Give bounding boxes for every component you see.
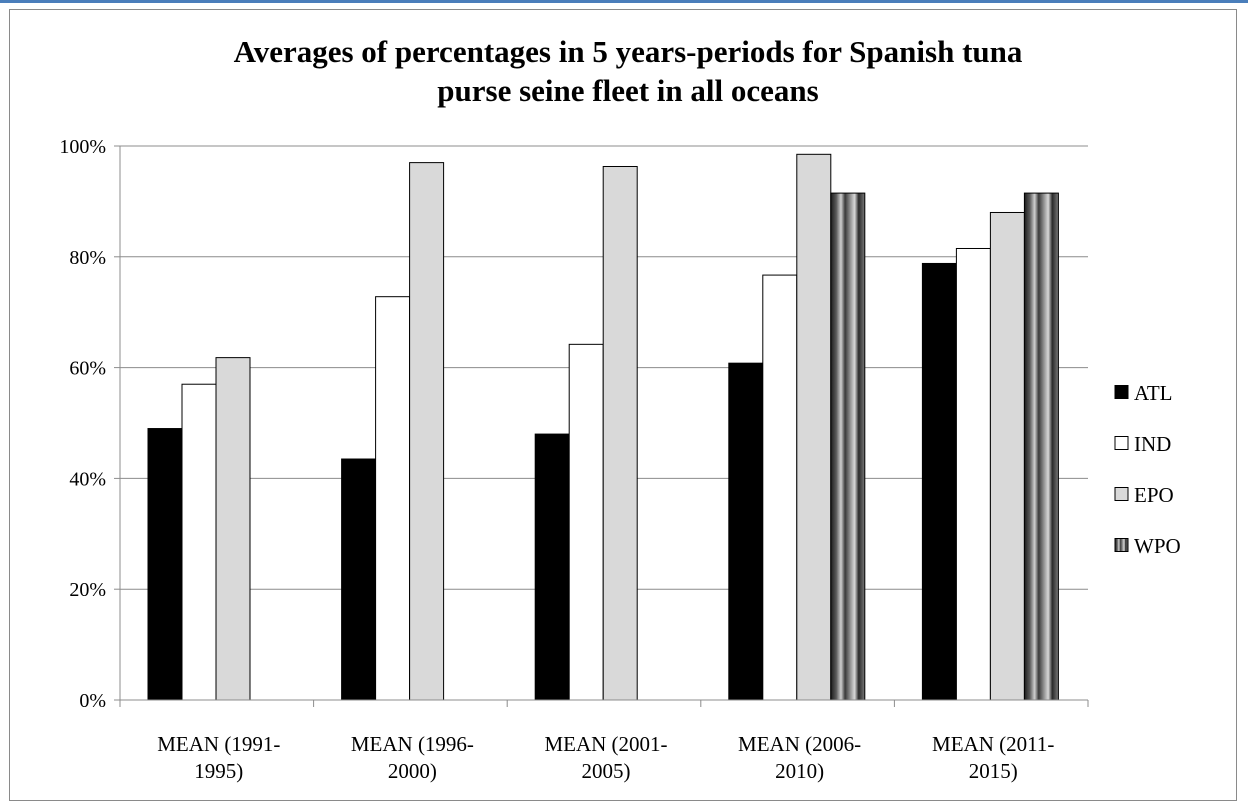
bar-epo-4 [796,153,832,701]
legend-swatch-ind [1114,436,1129,450]
y-tick-label: 60% [69,358,106,380]
window-top-accent [0,0,1248,3]
axes: 0% 20% 40% 60% 80% 100% MEAN (1991- 1995) MEAN (… [59,136,1089,783]
legend-swatch-atl [1114,385,1129,399]
y-tick-label: 40% [69,468,106,490]
y-tick-label: 100% [59,136,106,158]
legend: ATL IND EPO WPO [1114,381,1181,558]
x-category-label: MEAN (1991- [157,732,280,756]
legend-swatch-wpo [1114,538,1129,552]
bar-atl-1 [147,428,183,701]
bar-atl-3 [534,433,570,701]
legend-label-ind: IND [1134,432,1171,456]
x-category-label: 1995) [194,759,243,783]
chart-title-line-2: purse seine fleet in all oceans [437,73,818,108]
y-tick-label: 20% [69,579,106,601]
y-tick-label: 80% [69,247,106,269]
x-category-label: MEAN (2011- [932,732,1054,756]
bar-atl-5 [921,262,957,701]
bar-ind-3 [568,343,604,701]
x-category-label: 2005) [582,759,631,783]
bars [147,153,1059,701]
bar-epo-2 [409,162,445,701]
x-category-label: 2000) [388,759,437,783]
bar-ind-1 [181,383,217,701]
x-category-label: MEAN (2006- [738,732,861,756]
x-category-label: 2015) [969,759,1018,783]
x-category-label: MEAN (2001- [544,732,667,756]
x-category-label: MEAN (1996- [351,732,474,756]
y-tick-label: 0% [79,690,106,712]
bar-wpo-4 [830,192,866,701]
legend-swatch-epo [1114,487,1129,501]
chart-title-line-1: Averages of percentages in 5 years-perio… [234,34,1023,69]
x-category-label: 2010) [775,759,824,783]
bar-epo-5 [989,211,1025,701]
bar-ind-4 [762,274,798,701]
bar-epo-1 [215,357,251,701]
bar-atl-4 [728,362,764,701]
chart-frame [9,9,1237,801]
bar-ind-5 [955,247,991,701]
bar-wpo-5 [1023,192,1059,701]
bar-epo-3 [602,165,638,701]
bar-atl-2 [341,458,377,701]
bar-ind-2 [375,296,411,701]
legend-label-wpo: WPO [1134,534,1181,558]
legend-label-epo: EPO [1134,483,1174,507]
legend-label-atl: ATL [1134,381,1173,405]
